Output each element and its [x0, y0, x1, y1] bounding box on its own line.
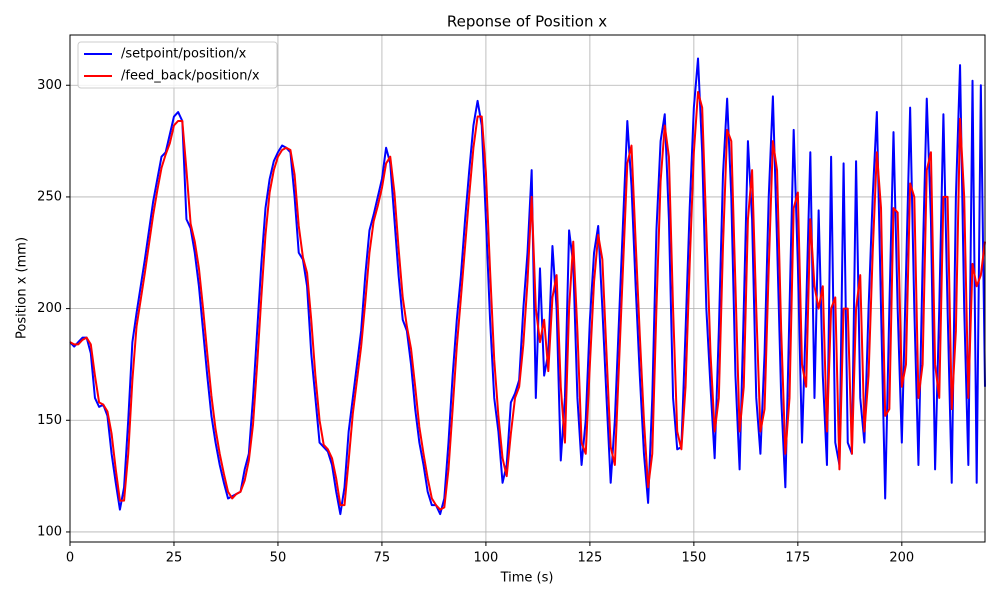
x-tick-label: 125 — [577, 551, 602, 566]
x-tick-label: 0 — [66, 551, 74, 566]
chart-title: Reponse of Position x — [447, 13, 607, 31]
x-tick-label: 25 — [166, 551, 183, 566]
series-line — [69, 90, 986, 511]
legend-label: /feed_back/position/x — [121, 69, 260, 84]
x-tick-label: 100 — [473, 551, 498, 566]
y-tick-label: 250 — [37, 189, 62, 204]
legend-box — [77, 41, 278, 89]
x-tick-label: 150 — [681, 551, 706, 566]
y-tick-label: 100 — [37, 524, 62, 539]
plot-frame — [69, 34, 986, 543]
x-tick-label: 75 — [374, 551, 391, 566]
x-tick-label: 200 — [889, 551, 914, 566]
x-tick-label: 50 — [270, 551, 287, 566]
series-line — [69, 57, 986, 516]
y-tick-label: 300 — [37, 78, 62, 93]
y-tick-label: 150 — [37, 413, 62, 428]
x-tick-label: 175 — [785, 551, 810, 566]
y-tick-label: 200 — [37, 301, 62, 316]
x-axis-label: Time (s) — [500, 571, 554, 586]
y-axis-label: Position x (mm) — [15, 237, 30, 339]
legend-label: /setpoint/position/x — [121, 47, 247, 62]
